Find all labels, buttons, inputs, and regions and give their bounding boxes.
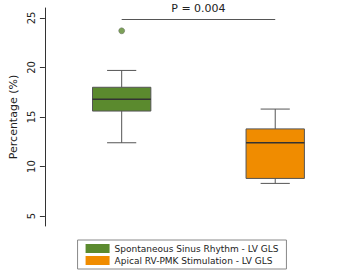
svg-text:20: 20 <box>26 61 37 74</box>
svg-text:15: 15 <box>26 111 37 124</box>
svg-text:25: 25 <box>26 12 37 25</box>
svg-text:10: 10 <box>26 160 37 173</box>
svg-text:P = 0.004: P = 0.004 <box>171 2 225 15</box>
svg-text:5: 5 <box>26 213 37 219</box>
svg-text:Spontaneous Sinus Rhythm - LV: Spontaneous Sinus Rhythm - LV GLS <box>115 244 279 254</box>
svg-text:Percentage (%): Percentage (%) <box>7 75 20 159</box>
svg-text:Apical RV-PMK Stimulation - LV: Apical RV-PMK Stimulation - LV GLS <box>115 256 273 266</box>
